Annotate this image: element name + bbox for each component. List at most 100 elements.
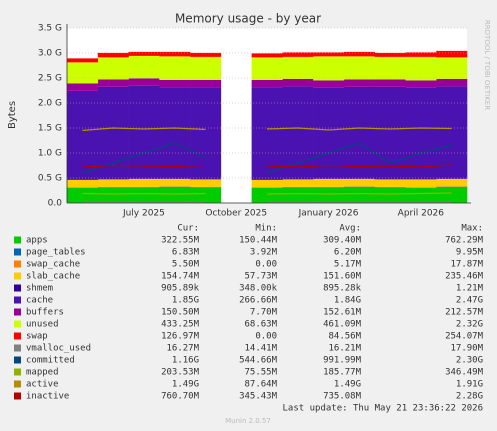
area-segment	[159, 187, 191, 203]
legend-label: active	[26, 380, 59, 390]
y-tick-label: 2.0 G	[38, 99, 62, 109]
legend-swatch	[14, 392, 21, 400]
area-segment	[190, 179, 222, 187]
area-segment	[190, 56, 222, 80]
legend-swatch	[14, 380, 21, 388]
area-segment	[251, 53, 283, 58]
area-segment	[128, 55, 160, 79]
legend-label: buffers	[26, 308, 64, 318]
stat-header: Max:	[461, 224, 483, 234]
area-segment	[436, 178, 468, 187]
legend-label: unused	[26, 320, 59, 330]
legend-swatch	[14, 308, 21, 316]
legend-stat: 16.21M	[328, 344, 361, 354]
legend-stat: 3.92M	[250, 248, 278, 258]
area-segment	[436, 57, 468, 79]
legend-stat: 0.00	[255, 260, 277, 270]
area-segment	[251, 188, 283, 203]
legend-stat: 905.89k	[161, 284, 200, 294]
legend-stat: 309.40M	[323, 236, 362, 246]
legend-swatch	[14, 236, 21, 244]
stat-header: Min:	[255, 224, 277, 234]
legend-label: swap	[26, 332, 48, 342]
legend-swatch	[14, 368, 21, 376]
legend-stat: 254.07M	[445, 332, 484, 342]
side-text: RRDTOOL / TOBI OETIKER	[483, 20, 491, 110]
area-segment	[343, 51, 375, 57]
legend-stat: 735.08M	[323, 392, 362, 402]
legend-stat: 68.63M	[244, 320, 277, 330]
y-tick-label: 1.0 G	[38, 149, 62, 159]
legend-stat: 1.84G	[334, 296, 361, 306]
legend-stat: 1.49G	[334, 380, 361, 390]
legend-swatch	[14, 320, 21, 328]
area-segment	[97, 179, 129, 187]
y-tick-label: 0.5 G	[38, 174, 62, 184]
area-segment	[128, 178, 160, 187]
y-tick-label: 2.5 G	[38, 74, 62, 84]
legend-stat: 322.55M	[161, 236, 200, 246]
stat-header: Avg:	[339, 224, 361, 234]
legend-stat: 2.32G	[456, 320, 483, 330]
legend-stat: 266.66M	[239, 296, 278, 306]
legend-stat: 203.53M	[161, 368, 200, 378]
legend-stat: 1.21M	[456, 284, 484, 294]
line	[266, 164, 452, 168]
legend-stat: 991.99M	[323, 356, 362, 366]
area-segment	[282, 187, 314, 203]
legend-stat: 235.46M	[445, 272, 484, 282]
area-segment	[313, 52, 345, 57]
area-segment	[374, 52, 406, 57]
line	[266, 192, 452, 195]
stat-header: Cur:	[177, 224, 199, 234]
legend-stat: 9.95M	[456, 248, 484, 258]
y-axis-label: Bytes	[7, 101, 18, 129]
legend-label: apps	[26, 236, 48, 246]
area-segment	[159, 56, 191, 80]
legend-swatch	[14, 272, 21, 280]
line	[266, 142, 452, 174]
legend-swatch	[14, 248, 21, 256]
area-segment	[282, 78, 314, 87]
legend-stat: 433.25M	[161, 320, 200, 330]
legend-label: slab_cache	[26, 272, 80, 282]
legend-stat: 17.87M	[450, 260, 483, 270]
legend-stat: 75.55M	[244, 368, 277, 378]
area-segment	[67, 62, 99, 84]
legend-swatch	[14, 332, 21, 340]
x-tick-label: January 2026	[298, 209, 359, 219]
legend-stat: 2.47G	[456, 296, 483, 306]
y-tick-label: 0.0	[48, 199, 63, 209]
area-segment	[67, 83, 99, 91]
legend-swatch	[14, 344, 21, 352]
legend-stat: 57.73M	[244, 272, 277, 282]
area-segment	[97, 187, 129, 203]
x-tick-label: July 2025	[122, 209, 165, 219]
legend-stat: 212.57M	[445, 308, 484, 318]
area-segment	[251, 57, 283, 80]
area-segment	[343, 86, 375, 179]
legend-stat: 17.90M	[450, 344, 483, 354]
legend-stat: 84.56M	[328, 332, 361, 342]
area-segment	[251, 179, 283, 188]
legend-stat: 14.41M	[244, 344, 277, 354]
legend-stat: 150.44M	[239, 236, 278, 246]
legend-stat: 895.28k	[323, 284, 362, 294]
version: Munin 2.0.57	[225, 417, 271, 425]
area-segment	[128, 78, 160, 86]
area-segment	[313, 178, 345, 187]
legend-label: vmalloc_used	[26, 344, 91, 354]
y-tick-label: 3.0 G	[38, 49, 62, 59]
area-segment	[190, 52, 222, 57]
area-segment	[128, 85, 160, 179]
legend-label: shmem	[26, 284, 53, 294]
x-tick-label: October 2025	[205, 209, 267, 219]
area-segment	[159, 87, 191, 179]
legend-stat: 150.50M	[161, 308, 200, 318]
legend-stat: 154.74M	[161, 272, 200, 282]
area-segment	[190, 187, 222, 203]
area-segment	[313, 56, 345, 81]
area-segment	[251, 79, 283, 88]
area-segment	[374, 86, 406, 180]
